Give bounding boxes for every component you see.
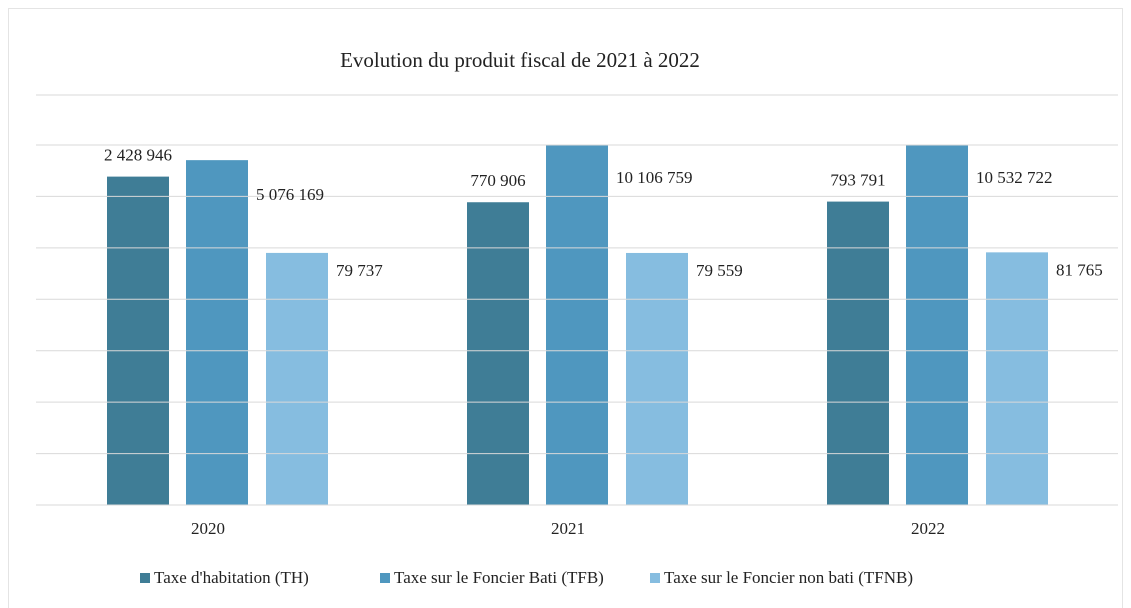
- chart-border: [8, 8, 1123, 608]
- data-label: 10 532 722: [976, 168, 1053, 187]
- data-label: 79 559: [696, 261, 743, 280]
- x-tick-label: 2022: [911, 519, 945, 538]
- data-label: 770 906: [470, 171, 525, 190]
- legend-swatch: [380, 573, 390, 583]
- legend-label: Taxe sur le Foncier Bati (TFB): [394, 568, 604, 587]
- plot-area: [107, 145, 1048, 506]
- legend-label: Taxe sur le Foncier non bati (TFNB): [664, 568, 913, 587]
- data-label: 79 737: [336, 261, 383, 280]
- bar: [266, 252, 328, 505]
- bar: [467, 202, 529, 505]
- bar: [626, 252, 688, 505]
- legend-label: Taxe d'habitation (TH): [154, 568, 309, 587]
- bar: [827, 201, 889, 505]
- bar: [186, 160, 248, 505]
- bar: [986, 252, 1048, 505]
- bar: [546, 145, 608, 505]
- bar: [107, 176, 169, 505]
- data-label: 81 765: [1056, 260, 1103, 279]
- legend-swatch: [650, 573, 660, 583]
- legend-swatch: [140, 573, 150, 583]
- data-label: 10 106 759: [616, 168, 693, 187]
- x-tick-label: 2021: [551, 519, 585, 538]
- data-label: 2 428 946: [104, 146, 172, 165]
- data-label: 5 076 169: [256, 185, 324, 204]
- x-tick-label: 2020: [191, 519, 225, 538]
- chart-title: Evolution du produit fiscal de 2021 à 20…: [340, 48, 700, 72]
- data-label: 793 791: [830, 170, 885, 189]
- bar: [906, 145, 968, 506]
